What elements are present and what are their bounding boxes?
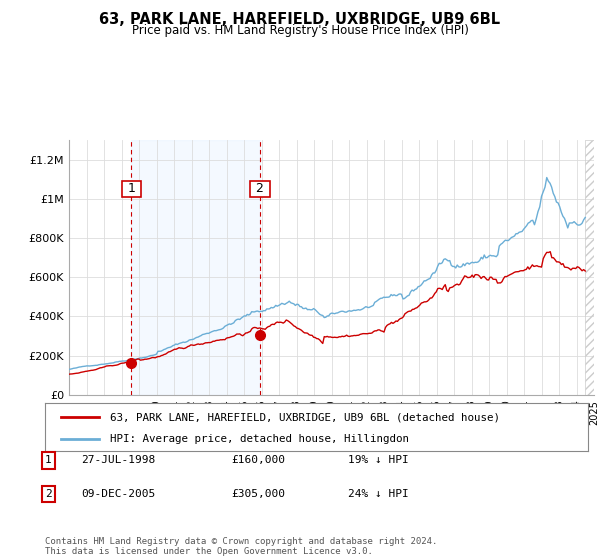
Text: 24% ↓ HPI: 24% ↓ HPI [348,489,409,499]
Text: HPI: Average price, detached house, Hillingdon: HPI: Average price, detached house, Hill… [110,434,409,444]
Text: Price paid vs. HM Land Registry's House Price Index (HPI): Price paid vs. HM Land Registry's House … [131,24,469,36]
Text: 1: 1 [124,183,139,195]
Text: 2: 2 [45,489,52,499]
Text: 27-JUL-1998: 27-JUL-1998 [81,455,155,465]
Text: 2: 2 [253,183,268,195]
Bar [131,140,260,395]
Bar [585,140,594,395]
Text: 09-DEC-2005: 09-DEC-2005 [81,489,155,499]
Text: 1: 1 [45,455,52,465]
Text: £160,000: £160,000 [231,455,285,465]
Text: Contains HM Land Registry data © Crown copyright and database right 2024.
This d: Contains HM Land Registry data © Crown c… [45,536,437,556]
Text: 63, PARK LANE, HAREFIELD, UXBRIDGE, UB9 6BL (detached house): 63, PARK LANE, HAREFIELD, UXBRIDGE, UB9 … [110,413,500,422]
Text: 63, PARK LANE, HAREFIELD, UXBRIDGE, UB9 6BL: 63, PARK LANE, HAREFIELD, UXBRIDGE, UB9 … [100,12,500,27]
Text: £305,000: £305,000 [231,489,285,499]
Text: 19% ↓ HPI: 19% ↓ HPI [348,455,409,465]
